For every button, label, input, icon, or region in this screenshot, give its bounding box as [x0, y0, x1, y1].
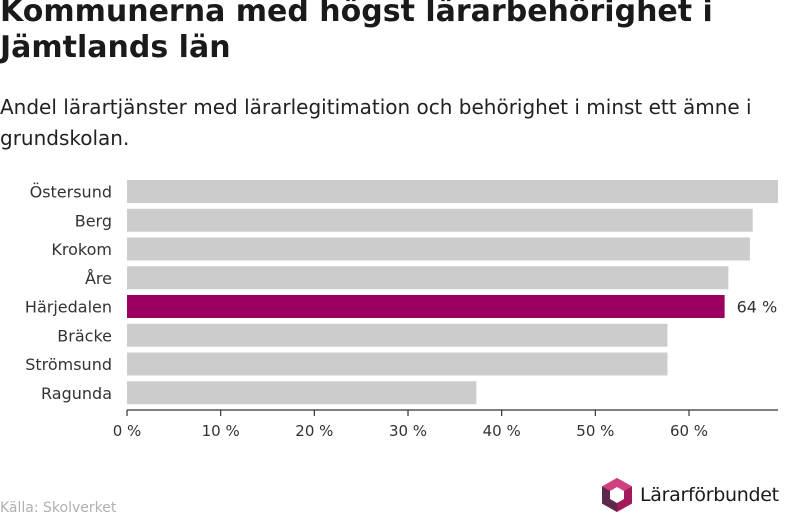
bar: [127, 381, 477, 405]
bar: [127, 180, 778, 203]
chart-subtitle: Andel lärartjänster med lärarlegitimatio…: [0, 95, 752, 150]
category-label: Bräcke: [57, 326, 112, 345]
category-label: Östersund: [30, 183, 112, 202]
data-label: 64 %: [737, 298, 778, 317]
category-label: Ragunda: [41, 384, 112, 403]
bar: [127, 237, 750, 261]
bar: [127, 295, 725, 318]
bar: [127, 208, 753, 232]
x-tick-label: 60 %: [670, 422, 708, 440]
chart-title: Kommunerna med högst lärarbehörighet i J…: [0, 0, 713, 65]
source-note: Källa: Skolverket: [0, 500, 117, 516]
category-label: Berg: [75, 211, 112, 230]
category-label: Åre: [85, 269, 112, 288]
x-tick-label: 50 %: [576, 422, 614, 440]
x-tick-label: 0 %: [113, 422, 142, 440]
brand-logo: Lärarförbundet: [600, 476, 779, 514]
x-tick-label: 40 %: [483, 422, 521, 440]
x-tick-label: 30 %: [389, 422, 427, 440]
bar: [127, 323, 668, 347]
bar: [127, 352, 668, 376]
bar-chart: Östersund Berg Krokom Åre Härjedalen 64 % Bräc…: [25, 180, 778, 440]
category-label: Strömsund: [25, 355, 112, 374]
category-label: Härjedalen: [25, 298, 112, 317]
x-tick-label: 20 %: [295, 422, 333, 440]
logo-icon: [602, 478, 632, 512]
logo-text: Lärarförbundet: [640, 484, 779, 506]
x-tick-label: 10 %: [202, 422, 240, 440]
category-label: Krokom: [51, 240, 112, 259]
bar: [127, 266, 729, 290]
